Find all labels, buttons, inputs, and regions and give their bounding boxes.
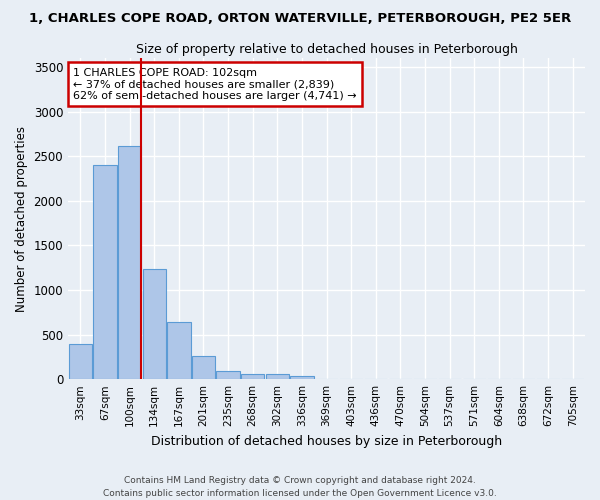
Text: Contains HM Land Registry data © Crown copyright and database right 2024.
Contai: Contains HM Land Registry data © Crown c… bbox=[103, 476, 497, 498]
Title: Size of property relative to detached houses in Peterborough: Size of property relative to detached ho… bbox=[136, 42, 517, 56]
Bar bbox=[143, 270, 166, 379]
Bar bbox=[290, 376, 314, 379]
Bar bbox=[192, 356, 215, 379]
Bar bbox=[241, 374, 265, 379]
Text: 1, CHARLES COPE ROAD, ORTON WATERVILLE, PETERBOROUGH, PE2 5ER: 1, CHARLES COPE ROAD, ORTON WATERVILLE, … bbox=[29, 12, 571, 26]
Bar bbox=[266, 374, 289, 379]
Bar bbox=[68, 344, 92, 379]
Bar bbox=[93, 165, 116, 379]
Bar bbox=[167, 322, 191, 379]
Bar bbox=[217, 370, 240, 379]
Text: 1 CHARLES COPE ROAD: 102sqm
← 37% of detached houses are smaller (2,839)
62% of : 1 CHARLES COPE ROAD: 102sqm ← 37% of det… bbox=[73, 68, 357, 101]
Y-axis label: Number of detached properties: Number of detached properties bbox=[15, 126, 28, 312]
X-axis label: Distribution of detached houses by size in Peterborough: Distribution of detached houses by size … bbox=[151, 434, 502, 448]
Bar bbox=[118, 146, 141, 379]
